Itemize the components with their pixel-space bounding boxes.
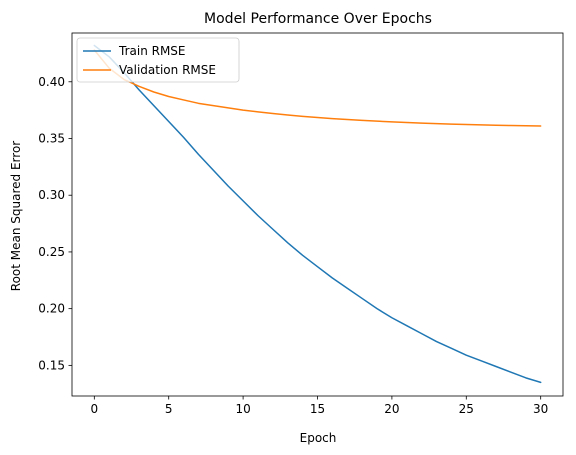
series-line-validation-rmse	[93, 49, 542, 127]
x-tick-label: 0	[90, 402, 98, 416]
plot-area: 0 5 10 15 20 25 30 0.15 0.20 0.25 0.30 0.35 0.40	[38, 32, 564, 416]
legend-box	[76, 37, 240, 83]
legend-label: Validation RMSE	[119, 63, 216, 77]
y-tick-label: 0.35	[38, 131, 65, 145]
x-tick-label: 25	[459, 402, 474, 416]
legend-label: Train RMSE	[118, 44, 186, 58]
x-axis-label: Epoch	[300, 431, 337, 445]
chart-title: Model Performance Over Epochs	[204, 11, 432, 27]
series-line-train-rmse	[93, 44, 542, 384]
y-tick-label: 0.30	[38, 188, 65, 202]
axes-frame	[71, 32, 564, 397]
legend: Train RMSE Validation RMSE	[76, 37, 240, 83]
y-tick-label: 0.40	[38, 75, 65, 89]
x-tick-label: 30	[533, 402, 548, 416]
y-tick-label: 0.25	[38, 245, 65, 259]
y-tick-label: 0.20	[38, 302, 65, 316]
x-tick-label: 15	[310, 402, 325, 416]
y-tick-label: 0.15	[38, 358, 65, 372]
x-tick-label: 5	[165, 402, 173, 416]
x-tick-label: 20	[384, 402, 399, 416]
y-axis-label: Root Mean Squared Error	[9, 141, 23, 292]
x-tick-label: 10	[235, 402, 250, 416]
